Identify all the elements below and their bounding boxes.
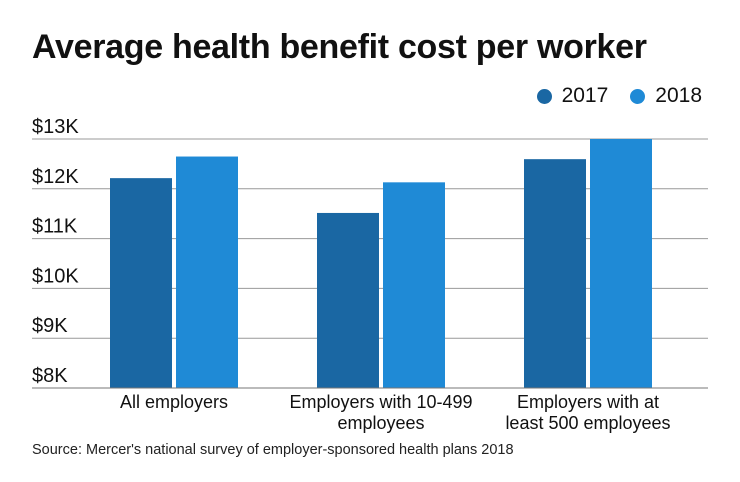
chart-title: Average health benefit cost per worker xyxy=(32,28,647,66)
bar-2017-1 xyxy=(317,212,379,388)
bar-2018-2 xyxy=(590,139,652,388)
legend-swatch-2017 xyxy=(536,88,552,104)
bar-2017-0 xyxy=(110,178,172,388)
y-tick-label-4: $12K xyxy=(32,166,79,188)
y-tick-label-2: $10K xyxy=(32,265,79,287)
bar-2017-2 xyxy=(524,159,586,388)
y-tick-label-0: $8K xyxy=(32,365,68,387)
source-note: Source: Mercer's national survey of empl… xyxy=(32,442,514,458)
x-tick-label-2-1: least 500 employees xyxy=(505,413,670,433)
bar-2018-0 xyxy=(176,156,238,388)
legend: 2017 2018 xyxy=(515,84,702,108)
x-tick-label-2-0: Employers with at xyxy=(517,392,659,412)
legend-item-2017: 2017 xyxy=(536,84,609,108)
x-tick-label-1-0: Employers with 10-499 xyxy=(289,392,472,412)
y-tick-label-5: $13K xyxy=(32,116,79,138)
y-tick-label-1: $9K xyxy=(32,315,68,337)
x-tick-label-1-1: employees xyxy=(337,413,424,433)
legend-label-2017: 2017 xyxy=(561,84,609,107)
y-tick-label-3: $11K xyxy=(32,216,78,238)
bar-2018-1 xyxy=(383,182,445,388)
x-tick-label-0-0: All employers xyxy=(120,392,228,412)
legend-item-2018: 2018 xyxy=(630,84,702,108)
legend-label-2018: 2018 xyxy=(655,84,702,107)
legend-swatch-2018 xyxy=(630,88,646,104)
